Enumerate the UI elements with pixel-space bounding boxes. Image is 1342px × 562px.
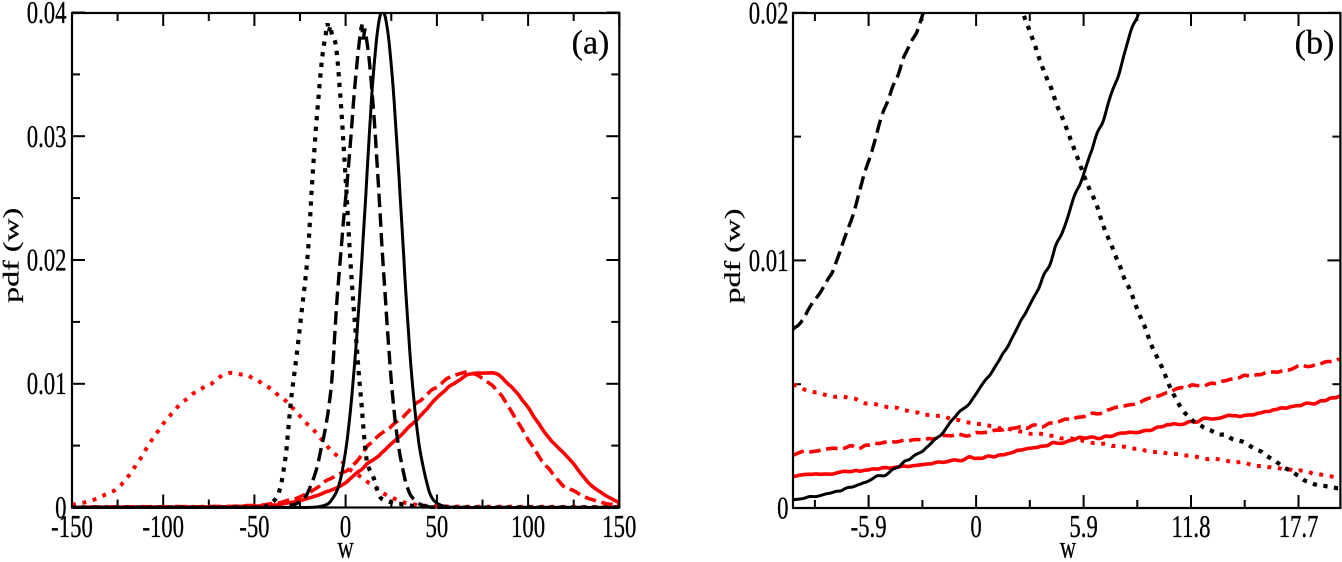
svg-text:50: 50 [426,509,449,545]
svg-text:-150: -150 [51,509,93,545]
svg-text:(a): (a) [572,25,610,62]
svg-text:pdf (w): pdf (w) [0,208,23,303]
svg-text:0: 0 [340,509,351,545]
svg-text:0.04: 0.04 [27,0,67,31]
svg-text:pdf (w): pdf (w) [720,208,745,303]
svg-text:150: 150 [602,509,636,545]
svg-text:w: w [338,529,354,562]
svg-text:0.01: 0.01 [27,367,67,403]
svg-text:17.7: 17.7 [1279,509,1319,545]
svg-text:0: 0 [55,490,66,526]
svg-text:0.02: 0.02 [27,243,67,279]
svg-text:0.01: 0.01 [749,243,789,279]
svg-text:-5.9: -5.9 [851,509,887,545]
svg-text:(b): (b) [1295,25,1335,62]
svg-text:0: 0 [970,509,981,545]
svg-text:0: 0 [777,491,788,527]
svg-text:0.02: 0.02 [749,0,789,31]
svg-text:5.9: 5.9 [1069,509,1097,545]
svg-text:-50: -50 [239,509,269,545]
svg-text:w: w [1060,529,1076,562]
svg-text:11.8: 11.8 [1172,509,1211,545]
svg-text:100: 100 [511,509,545,545]
svg-text:-100: -100 [142,509,184,545]
svg-text:0.03: 0.03 [27,119,67,155]
